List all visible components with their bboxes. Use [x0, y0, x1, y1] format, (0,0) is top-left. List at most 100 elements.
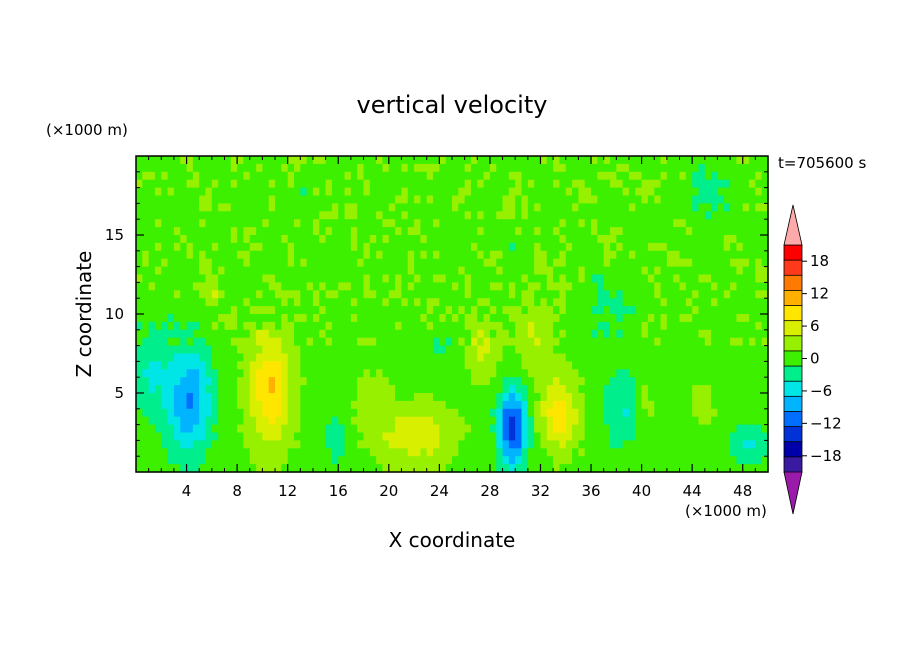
field-cell	[496, 298, 504, 307]
field-cell	[325, 187, 333, 197]
field-cell	[477, 464, 485, 473]
field-cell	[470, 393, 478, 402]
field-cell	[521, 250, 529, 260]
field-cell	[546, 432, 554, 441]
field-cell	[344, 306, 352, 315]
field-cell	[565, 424, 573, 434]
field-cell	[666, 393, 674, 402]
field-cell	[698, 408, 706, 418]
field-cell	[382, 290, 390, 299]
field-cell	[294, 432, 301, 441]
field-cell	[673, 156, 681, 165]
field-cell	[363, 266, 371, 276]
field-cell	[584, 337, 592, 347]
field-cell	[578, 393, 586, 402]
field-cell	[559, 448, 567, 457]
field-cell	[559, 321, 567, 331]
field-cell	[376, 456, 384, 465]
field-cell	[527, 195, 535, 204]
field-cell	[679, 290, 687, 299]
field-cell	[711, 377, 719, 386]
field-cell	[154, 298, 162, 307]
field-cell	[224, 377, 232, 386]
field-cell	[508, 266, 516, 276]
field-cell	[749, 298, 756, 307]
field-cell	[237, 408, 245, 418]
field-cell	[546, 282, 554, 291]
field-cell	[382, 424, 390, 434]
field-cell	[388, 314, 396, 323]
field-cell	[540, 235, 548, 244]
field-cell	[628, 219, 636, 228]
field-cell	[331, 227, 339, 236]
field-cell	[502, 408, 510, 418]
field-cell	[496, 329, 504, 339]
field-cell	[685, 345, 693, 355]
field-cell	[717, 195, 725, 204]
field-cell	[578, 266, 586, 276]
field-cell	[331, 369, 339, 378]
field-cell	[685, 242, 693, 252]
field-cell	[262, 345, 270, 355]
field-cell	[357, 290, 365, 299]
field-cell	[489, 163, 497, 173]
field-cell	[173, 314, 181, 323]
field-cell	[654, 266, 662, 276]
field-cell	[433, 290, 440, 299]
field-cell	[173, 456, 181, 465]
field-cell	[572, 156, 579, 165]
field-cell	[502, 464, 510, 473]
field-cell	[610, 369, 617, 378]
field-cell	[749, 345, 756, 355]
field-cell	[363, 337, 371, 347]
field-cell	[685, 377, 693, 386]
field-cell	[357, 416, 365, 426]
field-cell	[300, 242, 308, 252]
field-cell	[578, 250, 586, 260]
field-cell	[268, 187, 276, 197]
field-cell	[376, 432, 384, 441]
field-cell	[578, 242, 586, 252]
field-cell	[407, 258, 415, 268]
field-cell	[692, 195, 700, 204]
field-cell	[249, 179, 257, 189]
field-cell	[673, 163, 681, 173]
field-cell	[742, 219, 750, 228]
field-cell	[426, 337, 434, 347]
field-cell	[666, 156, 674, 165]
field-cell	[331, 211, 339, 220]
field-cell	[641, 306, 649, 315]
field-cell	[559, 440, 567, 449]
field-cell	[414, 408, 421, 418]
field-cell	[692, 163, 700, 173]
field-cell	[369, 171, 377, 181]
field-cell	[173, 179, 181, 189]
field-cell	[559, 329, 567, 339]
field-cell	[338, 456, 346, 465]
field-cell	[420, 163, 428, 173]
field-cell	[635, 456, 643, 465]
field-cell	[761, 195, 769, 204]
field-cell	[477, 171, 485, 181]
field-cell	[268, 211, 276, 220]
field-cell	[382, 211, 390, 220]
field-cell	[736, 337, 744, 347]
field-cell	[673, 321, 681, 331]
field-cell	[230, 432, 238, 441]
field-cell	[635, 440, 643, 449]
field-cell	[489, 440, 497, 449]
field-cell	[426, 156, 434, 165]
field-cell	[243, 258, 251, 268]
field-cell	[249, 393, 257, 402]
field-cell	[452, 345, 459, 355]
field-cell	[426, 282, 434, 291]
field-cell	[243, 235, 251, 244]
field-cell	[496, 235, 504, 244]
field-cell	[749, 258, 756, 268]
field-cell	[167, 464, 175, 473]
field-cell	[300, 235, 308, 244]
field-cell	[237, 266, 245, 276]
field-cell	[470, 424, 478, 434]
field-cell	[723, 464, 731, 473]
field-cell	[294, 440, 301, 449]
